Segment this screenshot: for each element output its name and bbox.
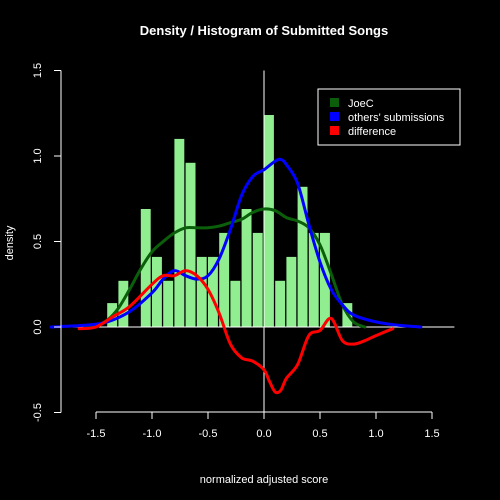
- histogram-bar: [185, 162, 196, 327]
- x-tick-label: 1.5: [424, 428, 439, 440]
- joec-density-line: [83, 207, 367, 329]
- y-axis-label: density: [4, 225, 16, 260]
- histogram-bar: [140, 209, 151, 327]
- histogram-bar: [219, 232, 230, 327]
- x-tick-label: -1.0: [143, 428, 162, 440]
- x-tick-label: 1.0: [368, 428, 383, 440]
- histogram-bar: [264, 115, 274, 327]
- x-tick-label: 0.0: [256, 428, 271, 440]
- chart-title: Density / Histogram of Submitted Songs: [140, 23, 388, 38]
- histogram-bar: [174, 138, 185, 327]
- histogram-bar: [286, 256, 297, 327]
- histogram-bar: [252, 232, 263, 327]
- histogram-bar: [297, 186, 308, 327]
- x-axis-label: normalized adjusted score: [200, 474, 328, 486]
- histogram-bar: [152, 256, 162, 327]
- y-tick-label: 1.5: [32, 63, 44, 78]
- y-tick-label: -0.5: [32, 403, 44, 422]
- difference-density-line: [77, 269, 395, 395]
- y-tick-label: 0.5: [32, 234, 44, 249]
- reference-lines: [56, 70, 455, 413]
- legend-swatch: [330, 112, 339, 121]
- legend-item-difference: difference: [348, 126, 396, 138]
- histogram-bar: [308, 232, 319, 327]
- legend-swatch: [330, 98, 339, 107]
- legend-item-joec: JoeC: [348, 98, 374, 110]
- x-tick-label: 0.5: [312, 428, 327, 440]
- histogram-bar: [208, 256, 218, 327]
- legend-swatch: [330, 126, 339, 135]
- axes: -1.5 -1.0 -0.5 0.0 0.5 1.0 1.5 -0.5 0.0 0.5 1.0 1.5: [32, 63, 440, 440]
- y-tick-label: 1.0: [32, 148, 44, 163]
- x-tick-label: -0.5: [199, 428, 218, 440]
- legend: JoeC others' submissions difference: [317, 88, 461, 146]
- histogram-bar: [196, 256, 207, 327]
- x-tick-label: -1.5: [87, 428, 106, 440]
- histogram-bar: [275, 280, 286, 327]
- histogram-bars: [107, 115, 353, 327]
- legend-item-others: others' submissions: [348, 112, 445, 124]
- density-curves: [49, 157, 423, 395]
- histogram-bar: [241, 209, 252, 327]
- histogram-bar: [163, 280, 174, 327]
- histogram-bar: [118, 280, 129, 327]
- others-density-line: [49, 157, 423, 329]
- y-tick-label: 0.0: [32, 319, 44, 334]
- legend-box: [317, 88, 461, 146]
- histogram-bar: [320, 232, 330, 327]
- histogram-bar: [230, 280, 241, 327]
